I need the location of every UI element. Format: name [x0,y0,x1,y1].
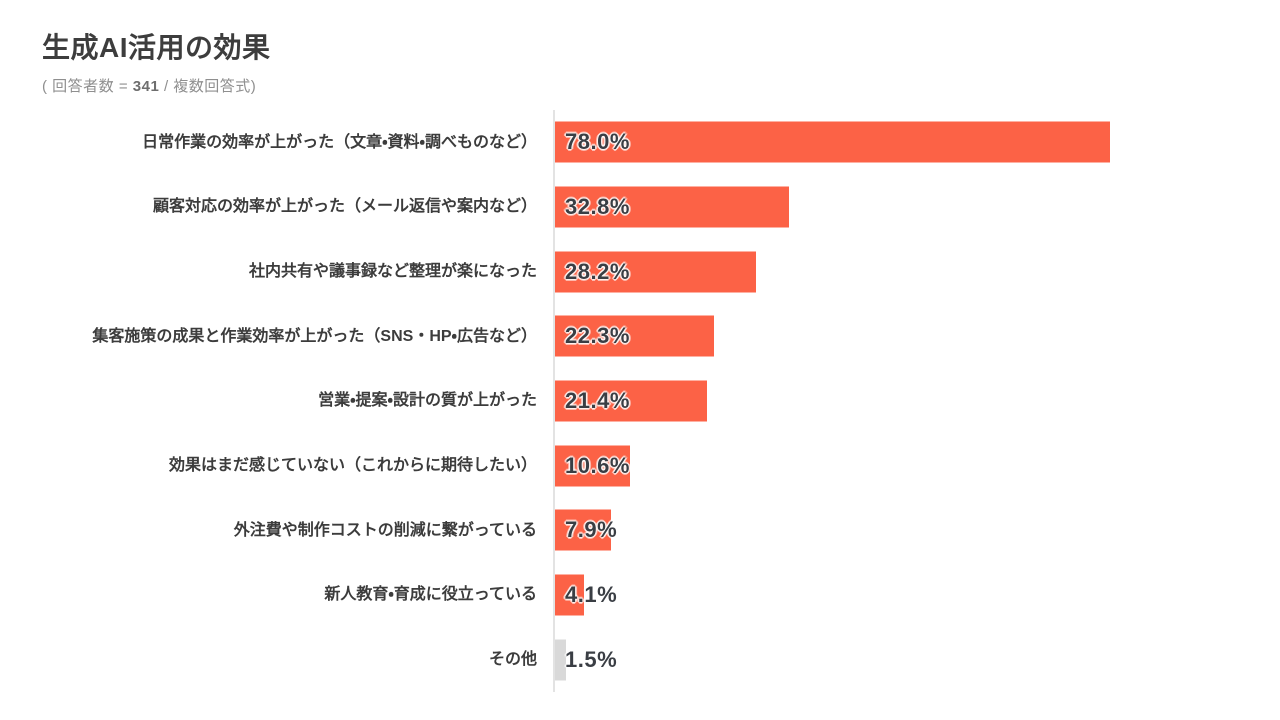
bar [555,121,1111,163]
plot-area: 22.3% [555,304,1267,369]
value-label: 32.8% [565,193,630,219]
subtitle-prefix: ( 回答者数 = [42,78,133,95]
plot-area: 4.1% [555,563,1267,628]
bar [555,445,631,487]
chart-header: 生成AI活用の効果 ( 回答者数 = 341 / 複数回答式) [42,26,271,96]
chart-row: 日常作業の効率が上がった（文章・資料・調べものなど） 78.0% [0,110,1280,175]
value-label: 10.6% [565,452,630,478]
plot-area: 10.6% [555,433,1267,498]
plot-area: 28.2% [555,239,1267,304]
chart-row: 外注費や制作コストの削減に繋がっている 7.9% [0,498,1280,563]
category-label: 新人教育・育成に役立っている [324,586,537,604]
bar [555,574,585,616]
category-label: 顧客対応の効率が上がった（メール返信や案内など） [152,198,537,216]
bar [555,251,756,293]
value-label: 4.1% [565,581,618,607]
plot-area: 32.8% [555,175,1267,240]
bar [555,509,612,551]
bar [555,380,708,422]
value-label: 28.2% [565,258,630,284]
chart-subtitle: ( 回答者数 = 341 / 複数回答式) [42,75,271,96]
subtitle-suffix: / 複数回答式) [159,78,257,95]
category-label: 社内共有や議事録など整理が楽になった [248,263,537,281]
chart-rows: 日常作業の効率が上がった（文章・資料・調べものなど） 78.0% 顧客対応の効率が上… [0,110,1280,692]
chart-row: 集客施策の成果と作業効率が上がった（SNS・HP・広告など） 22.3% [0,304,1280,369]
category-label: 外注費や制作コストの削減に繋がっている [233,521,537,539]
plot-area: 1.5% [555,627,1267,692]
category-label: 日常作業の効率が上がった（文章・資料・調べものなど） [142,133,537,151]
y-axis-line [553,110,555,692]
plot-area: 21.4% [555,369,1267,434]
bar [555,315,714,357]
page-title: 生成AI活用の効果 [42,32,271,63]
plot-area: 7.9% [555,498,1267,563]
category-label: 効果はまだ感じていない（これからに期待したい） [168,457,537,475]
respondent-count: 341 [132,78,160,95]
chart-row: その他 1.5% [0,627,1280,692]
value-label: 78.0% [565,129,630,155]
category-label: 集客施策の成果と作業効率が上がった（SNS・HP・広告など） [92,327,537,345]
chart-row: 効果はまだ感じていない（これからに期待したい） 10.6% [0,433,1280,498]
category-label: 営業・提案・設計の質が上がった [318,392,537,410]
chart-row: 社内共有や議事録など整理が楽になった 28.2% [0,239,1280,304]
bar [555,186,789,228]
chart-row: 顧客対応の効率が上がった（メール返信や案内など） 32.8% [0,175,1280,240]
chart-row: 営業・提案・設計の質が上がった 21.4% [0,369,1280,434]
value-label: 1.5% [565,646,618,672]
bar-chart: 日常作業の効率が上がった（文章・資料・調べものなど） 78.0% 顧客対応の効率が上… [0,110,1280,692]
category-label: その他 [488,650,537,668]
value-label: 22.3% [565,323,630,349]
value-label: 21.4% [565,387,630,413]
value-label: 7.9% [565,517,618,543]
bar [555,639,566,681]
chart-row: 新人教育・育成に役立っている 4.1% [0,563,1280,628]
plot-area: 78.0% [555,110,1267,175]
